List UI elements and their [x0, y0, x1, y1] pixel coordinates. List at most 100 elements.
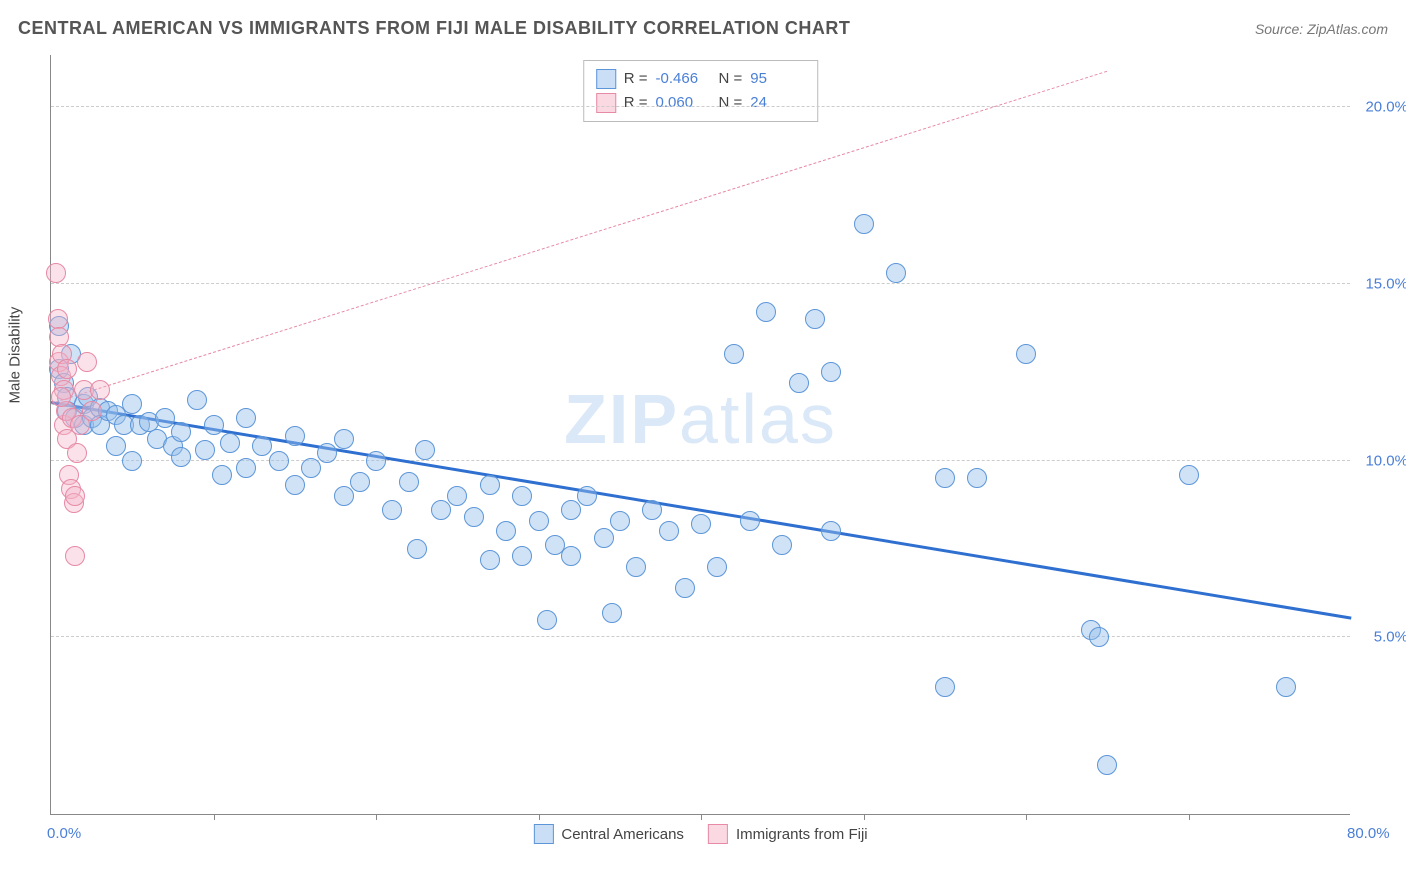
- data-point: [431, 500, 451, 520]
- data-point: [301, 458, 321, 478]
- data-point: [65, 486, 85, 506]
- data-point: [195, 440, 215, 460]
- x-tick: [701, 814, 702, 820]
- x-tick: [214, 814, 215, 820]
- data-point: [350, 472, 370, 492]
- swatch-pink-icon: [708, 824, 728, 844]
- data-point: [594, 528, 614, 548]
- data-point: [577, 486, 597, 506]
- data-point: [82, 401, 102, 421]
- x-tick: [1026, 814, 1027, 820]
- data-point: [464, 507, 484, 527]
- x-tick-label: 0.0%: [47, 825, 81, 842]
- x-tick: [539, 814, 540, 820]
- data-point: [805, 309, 825, 329]
- gridline: [51, 636, 1350, 637]
- series-legend: Central Americans Immigrants from Fiji: [533, 824, 867, 844]
- legend-item-blue: Central Americans: [533, 824, 684, 844]
- data-point: [399, 472, 419, 492]
- data-point: [789, 373, 809, 393]
- y-tick-label: 20.0%: [1365, 99, 1406, 116]
- x-tick: [864, 814, 865, 820]
- gridline: [51, 106, 1350, 107]
- data-point: [252, 436, 272, 456]
- y-tick-label: 10.0%: [1365, 452, 1406, 469]
- data-point: [236, 408, 256, 428]
- data-point: [707, 557, 727, 577]
- data-point: [1097, 755, 1117, 775]
- scatter-chart: Male Disability ZIPatlas R = -0.466 N = …: [50, 55, 1350, 815]
- swatch-blue-icon: [596, 69, 616, 89]
- data-point: [1089, 627, 1109, 647]
- gridline: [51, 283, 1350, 284]
- data-point: [512, 546, 532, 566]
- data-point: [756, 302, 776, 322]
- data-point: [447, 486, 467, 506]
- data-point: [935, 677, 955, 697]
- data-point: [480, 475, 500, 495]
- data-point: [1276, 677, 1296, 697]
- data-point: [334, 429, 354, 449]
- data-point: [821, 362, 841, 382]
- data-point: [122, 451, 142, 471]
- data-point: [659, 521, 679, 541]
- data-point: [821, 521, 841, 541]
- data-point: [212, 465, 232, 485]
- data-point: [772, 535, 792, 555]
- data-point: [67, 443, 87, 463]
- data-point: [626, 557, 646, 577]
- data-point: [537, 610, 557, 630]
- x-tick: [1189, 814, 1190, 820]
- data-point: [122, 394, 142, 414]
- data-point: [967, 468, 987, 488]
- data-point: [691, 514, 711, 534]
- data-point: [415, 440, 435, 460]
- data-point: [480, 550, 500, 570]
- data-point: [740, 511, 760, 531]
- data-point: [285, 426, 305, 446]
- swatch-blue-icon: [533, 824, 553, 844]
- data-point: [610, 511, 630, 531]
- chart-title: CENTRAL AMERICAN VS IMMIGRANTS FROM FIJI…: [18, 18, 850, 39]
- data-point: [561, 500, 581, 520]
- data-point: [269, 451, 289, 471]
- data-point: [561, 546, 581, 566]
- data-point: [642, 500, 662, 520]
- data-point: [935, 468, 955, 488]
- data-point: [187, 390, 207, 410]
- data-point: [382, 500, 402, 520]
- data-point: [886, 263, 906, 283]
- data-point: [854, 214, 874, 234]
- data-point: [1016, 344, 1036, 364]
- trend-line: [51, 401, 1351, 620]
- swatch-pink-icon: [596, 93, 616, 113]
- data-point: [496, 521, 516, 541]
- data-point: [1179, 465, 1199, 485]
- data-point: [529, 511, 549, 531]
- data-point: [602, 603, 622, 623]
- data-point: [220, 433, 240, 453]
- data-point: [675, 578, 695, 598]
- data-point: [407, 539, 427, 559]
- stats-row-blue: R = -0.466 N = 95: [596, 67, 806, 91]
- source-attribution: Source: ZipAtlas.com: [1255, 21, 1388, 37]
- x-tick: [376, 814, 377, 820]
- data-point: [90, 380, 110, 400]
- legend-item-pink: Immigrants from Fiji: [708, 824, 868, 844]
- data-point: [106, 436, 126, 456]
- data-point: [724, 344, 744, 364]
- x-tick-label: 80.0%: [1347, 825, 1390, 842]
- data-point: [65, 546, 85, 566]
- y-axis-title: Male Disability: [7, 306, 24, 403]
- data-point: [285, 475, 305, 495]
- trend-line: [51, 71, 1108, 404]
- data-point: [317, 443, 337, 463]
- stats-legend: R = -0.466 N = 95 R = 0.060 N = 24: [583, 60, 819, 122]
- y-tick-label: 15.0%: [1365, 275, 1406, 292]
- data-point: [204, 415, 224, 435]
- data-point: [512, 486, 532, 506]
- y-tick-label: 5.0%: [1374, 629, 1406, 646]
- stats-row-pink: R = 0.060 N = 24: [596, 91, 806, 115]
- data-point: [236, 458, 256, 478]
- data-point: [46, 263, 66, 283]
